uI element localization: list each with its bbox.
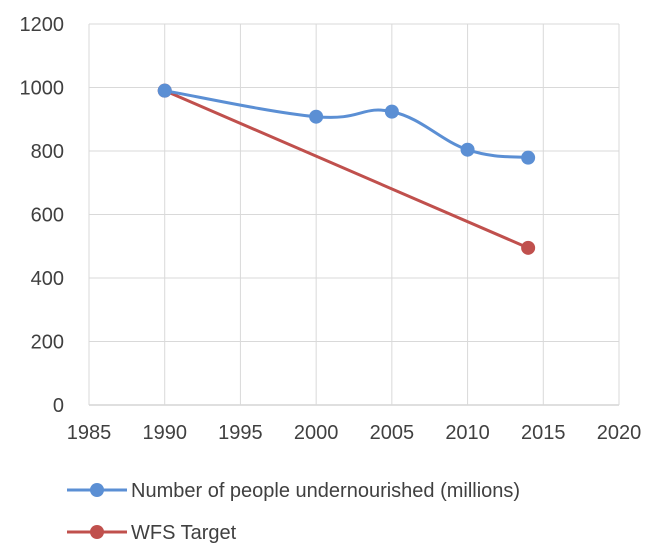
legend-marker-undernourished xyxy=(90,483,104,497)
x-tick-label: 2000 xyxy=(294,422,339,444)
x-tick-label: 1995 xyxy=(218,422,263,444)
data-point-undernourished xyxy=(384,104,399,119)
legend: Number of people undernourished (million… xyxy=(67,480,520,544)
data-point-undernourished xyxy=(460,142,475,157)
y-tick-label: 1200 xyxy=(20,14,65,36)
gridlines xyxy=(88,23,620,406)
data-point-undernourished xyxy=(521,150,536,165)
x-tick-label: 1990 xyxy=(142,422,187,444)
series-line-wfs-target xyxy=(163,89,530,250)
x-tick-label: 1985 xyxy=(67,422,112,444)
legend-label-undernourished: Number of people undernourished (million… xyxy=(131,480,520,502)
data-point-wfs-target xyxy=(521,240,536,255)
x-tick-label: 2005 xyxy=(370,422,415,444)
y-tick-label: 200 xyxy=(31,332,64,354)
y-tick-label: 600 xyxy=(31,205,64,227)
axes: 0 200 400 600 800 1000 1200 1985 1990 1995 2000 200… xyxy=(20,14,642,444)
y-tick-label: 400 xyxy=(31,268,64,290)
x-tick-label: 2020 xyxy=(597,422,642,444)
x-tick-label: 2010 xyxy=(445,422,490,444)
legend-marker-wfs-target xyxy=(90,525,104,539)
legend-label-wfs-target: WFS Target xyxy=(131,522,237,543)
y-tick-label: 800 xyxy=(31,141,64,163)
series xyxy=(157,83,536,255)
y-tick-label: 0 xyxy=(53,395,64,417)
series-line-undernourished xyxy=(163,89,530,160)
data-point-undernourished xyxy=(157,83,172,98)
data-point-undernourished xyxy=(309,109,324,124)
x-tick-label: 2015 xyxy=(521,422,566,444)
y-tick-label: 1000 xyxy=(20,78,65,100)
